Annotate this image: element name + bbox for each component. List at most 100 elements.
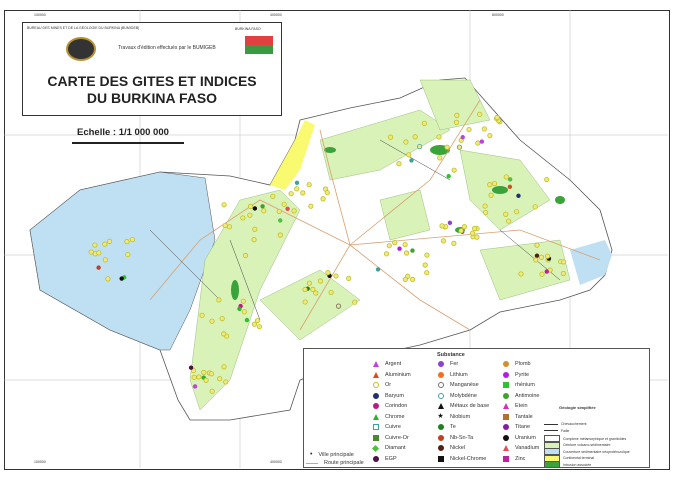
occurrence-or bbox=[313, 290, 319, 296]
occurrence-fer bbox=[447, 220, 453, 226]
country-label: BURKINA FASO bbox=[235, 27, 261, 31]
legend-item-baryum: Baryum bbox=[372, 392, 404, 399]
occurrence-or bbox=[240, 215, 246, 221]
occurrence-or bbox=[252, 226, 258, 232]
occurrence-antimoine bbox=[410, 248, 415, 253]
grid-label: 400000 bbox=[270, 460, 282, 464]
occurrence-or bbox=[538, 254, 545, 260]
occurrence-or bbox=[454, 112, 460, 118]
legend-item-cuivre: Cuivre bbox=[372, 424, 401, 430]
organization-name: BUREAU DES MINES ET DE LA GÉOLOGIE DU BU… bbox=[27, 26, 140, 30]
occurrence-or bbox=[474, 234, 480, 240]
occurrence-rh-nium bbox=[244, 317, 250, 323]
occurrence-diamant bbox=[278, 218, 283, 223]
occurrence-or bbox=[466, 126, 472, 133]
occurrence-or bbox=[102, 257, 109, 263]
legend-label: Diamant bbox=[385, 445, 406, 451]
occurrence-vanadium bbox=[285, 206, 290, 211]
occurrence-nb-sn-ta bbox=[96, 265, 101, 270]
legend-label: Lithium bbox=[450, 371, 468, 378]
occurrence-or bbox=[458, 228, 464, 234]
occurrence-or bbox=[300, 190, 306, 196]
occurrence-or bbox=[392, 240, 398, 246]
occurrence-or bbox=[513, 209, 520, 215]
legend-label: Route principale bbox=[324, 460, 364, 466]
circle-symbol-icon bbox=[502, 392, 509, 399]
legend-label: EGP bbox=[385, 455, 397, 462]
occurrence-diamant bbox=[507, 177, 513, 182]
couverture-sedimentaire-east bbox=[570, 240, 612, 285]
occurrence-pyrite bbox=[397, 246, 402, 251]
occurrence-or bbox=[226, 224, 233, 230]
occurrence-niobium bbox=[119, 276, 124, 281]
occurrence-or bbox=[560, 270, 566, 277]
occurrence-zinc bbox=[544, 269, 549, 274]
occurrence-or bbox=[481, 126, 487, 132]
occurrence-or bbox=[440, 238, 447, 244]
circle-symbol-icon bbox=[437, 361, 444, 367]
legend-label: Nb-Sn-Ta bbox=[450, 434, 474, 441]
occurrence-or bbox=[451, 167, 457, 173]
legend-item-fer: Fer bbox=[437, 361, 458, 367]
triangle-symbol-icon bbox=[502, 445, 509, 451]
occurrence-or bbox=[406, 152, 412, 158]
occurrence-or bbox=[451, 240, 457, 246]
legend-label: Argent bbox=[385, 361, 402, 367]
legend-label: Baryum bbox=[385, 392, 404, 399]
square-symbol-icon bbox=[372, 434, 379, 441]
occurrence-or bbox=[191, 374, 197, 380]
occurrence-or bbox=[403, 139, 409, 145]
occurrence-or bbox=[254, 318, 261, 324]
occurrence-or bbox=[320, 196, 326, 202]
occurrence-or bbox=[387, 134, 394, 140]
circle-symbol-icon bbox=[502, 434, 509, 441]
legend-route: Route principale bbox=[306, 460, 364, 466]
occurrence-m-taux-de-base bbox=[252, 206, 258, 211]
circle-symbol-icon bbox=[437, 424, 444, 430]
occurrence-or bbox=[106, 238, 113, 244]
legend-ville: • Ville principale bbox=[310, 451, 354, 458]
occurrence-or bbox=[494, 114, 500, 121]
occurrence-or bbox=[247, 203, 254, 209]
occurrence-argent bbox=[192, 384, 198, 389]
couverture-sedimentaire bbox=[29, 171, 216, 351]
occurrence-or bbox=[488, 192, 494, 198]
occurrence-nickel bbox=[534, 253, 540, 258]
circle-symbol-icon bbox=[502, 424, 509, 430]
occurrence-or bbox=[424, 270, 430, 276]
legend-label: Fer bbox=[450, 361, 459, 367]
legend-item-nickel: Nickel bbox=[437, 445, 465, 451]
legend-item-diamant: Diamant bbox=[371, 444, 406, 452]
occurrence-or bbox=[545, 253, 551, 259]
legend-item-plomb: Plomb bbox=[502, 361, 531, 367]
occurrence-or bbox=[102, 241, 108, 247]
occurrence-or bbox=[487, 133, 493, 139]
main-roads bbox=[149, 99, 601, 331]
occurrence-or bbox=[125, 251, 131, 258]
occurrence-or bbox=[482, 209, 489, 216]
triangle-symbol-icon bbox=[372, 413, 379, 420]
legend-label: Uranium bbox=[515, 434, 536, 441]
ring-symbol-icon bbox=[372, 382, 379, 388]
geology-title: Géologie simplifiée bbox=[559, 405, 596, 410]
occurrence-or bbox=[461, 224, 468, 230]
occurrence-or bbox=[270, 193, 276, 199]
legend-label: Te bbox=[450, 424, 456, 430]
occurrence-or bbox=[291, 208, 297, 214]
square-symbol-icon bbox=[437, 455, 444, 462]
occurrence-baryum bbox=[516, 193, 521, 199]
legend-item-corindon: Corindon bbox=[372, 403, 407, 409]
legend-label: Nickel bbox=[450, 445, 465, 451]
occurrence-cuivre bbox=[375, 267, 381, 272]
legend-label: Couverture sédimentaire néoprotérozoïque bbox=[563, 449, 630, 454]
occurrence-or bbox=[437, 155, 443, 161]
legend-label: Etein bbox=[515, 403, 528, 409]
legend-label: Chrome bbox=[385, 413, 405, 420]
legend-label: Cuivre-Or bbox=[385, 434, 409, 441]
circle-symbol-icon bbox=[502, 361, 509, 367]
triangle-symbol-icon bbox=[502, 403, 509, 409]
legend-geology-item: Faille bbox=[544, 429, 569, 433]
burkina-flag bbox=[245, 36, 273, 54]
square-symbol-icon bbox=[502, 382, 509, 388]
